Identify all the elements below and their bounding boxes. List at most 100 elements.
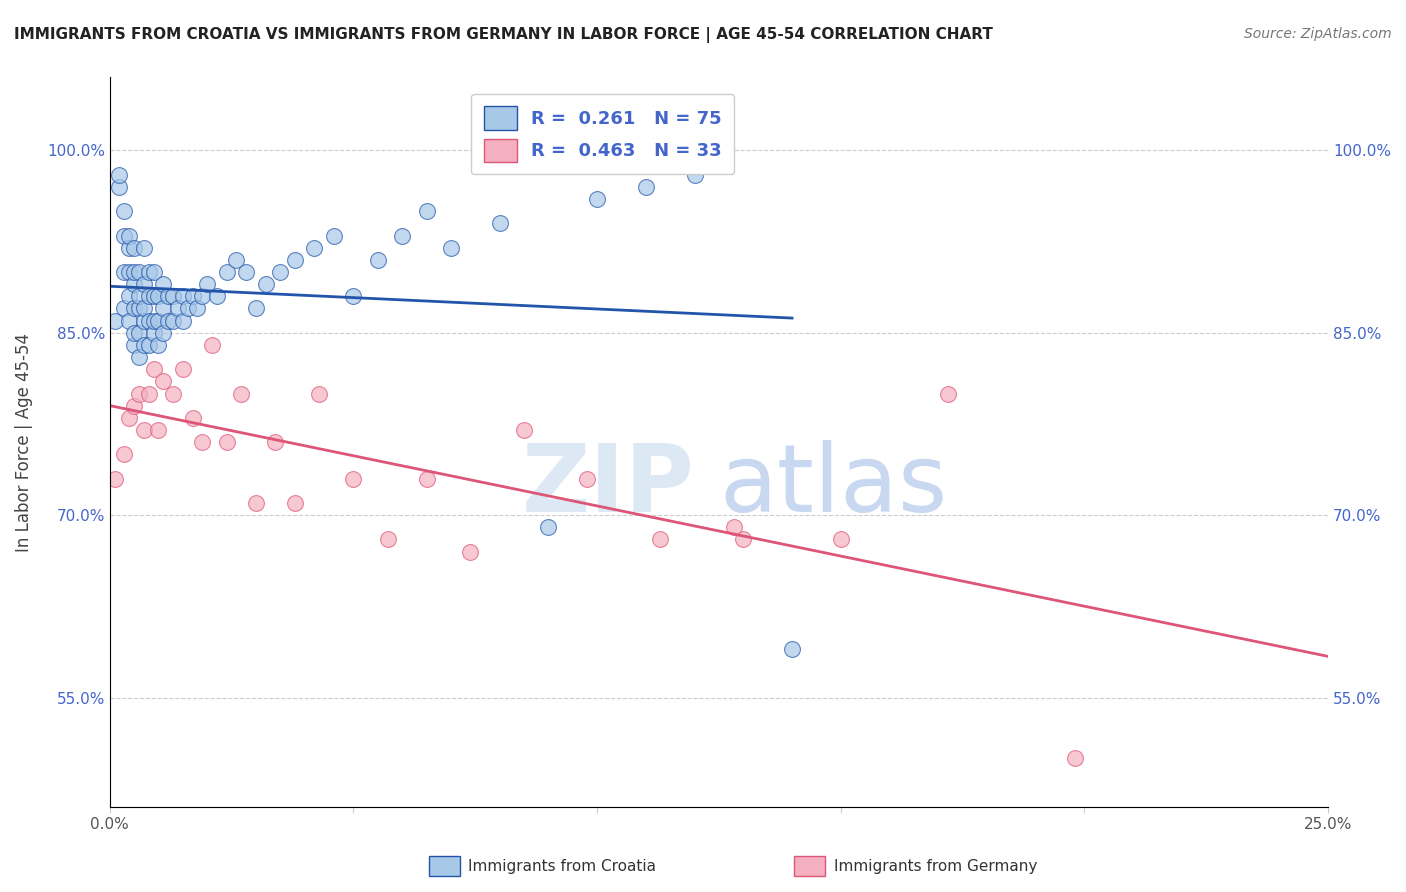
Point (733, 533, 755, 547)
Point (142, 362, 165, 376)
Point (148, 289, 170, 303)
Point (142, 265, 165, 279)
Text: Source: ZipAtlas.com: Source: ZipAtlas.com (1244, 27, 1392, 41)
Point (132, 338, 155, 352)
Text: Immigrants from Croatia: Immigrants from Croatia (468, 859, 657, 873)
Point (245, 301, 267, 316)
Point (177, 301, 200, 316)
Text: Immigrants from Germany: Immigrants from Germany (834, 859, 1038, 873)
Point (128, 386, 150, 401)
Point (142, 289, 165, 303)
Y-axis label: In Labor Force | Age 45-54: In Labor Force | Age 45-54 (15, 333, 32, 552)
Point (172, 313, 194, 327)
Point (142, 326, 165, 340)
Point (128, 301, 150, 316)
Point (152, 375, 174, 389)
Point (323, 228, 346, 243)
Point (138, 386, 160, 401)
Point (118, 410, 141, 425)
Point (488, 216, 510, 230)
Point (191, 435, 214, 450)
Point (780, 641, 803, 656)
Point (342, 289, 364, 303)
Point (152, 277, 174, 292)
Point (245, 496, 267, 510)
Point (128, 326, 150, 340)
Point (172, 289, 194, 303)
Point (415, 472, 437, 486)
Point (231, 386, 253, 401)
Point (122, 301, 145, 316)
Point (537, 520, 560, 534)
Point (132, 313, 155, 327)
Point (162, 313, 184, 327)
Point (148, 338, 170, 352)
Point (162, 289, 184, 303)
Point (108, 179, 131, 194)
Point (157, 313, 180, 327)
Point (634, 179, 657, 194)
Text: ZIP: ZIP (522, 440, 695, 532)
Point (118, 241, 141, 255)
Point (112, 447, 135, 461)
Point (205, 289, 228, 303)
Point (122, 338, 145, 352)
FancyBboxPatch shape (429, 856, 460, 876)
Point (195, 277, 218, 292)
Point (576, 472, 599, 486)
Point (118, 228, 141, 243)
Point (112, 204, 135, 219)
Point (377, 533, 399, 547)
Point (391, 228, 413, 243)
Point (118, 313, 141, 327)
Point (122, 265, 145, 279)
Point (112, 301, 135, 316)
Point (367, 252, 389, 267)
Point (122, 277, 145, 292)
Point (191, 289, 214, 303)
FancyBboxPatch shape (794, 856, 825, 876)
Point (138, 313, 160, 327)
Point (122, 399, 145, 413)
Point (936, 386, 959, 401)
Point (167, 301, 190, 316)
Point (284, 252, 307, 267)
Legend: R =  0.261   N = 75, R =  0.463   N = 33: R = 0.261 N = 75, R = 0.463 N = 33 (471, 94, 734, 175)
Point (104, 472, 127, 486)
Point (215, 435, 238, 450)
Point (128, 289, 150, 303)
Point (112, 265, 135, 279)
Text: IMMIGRANTS FROM CROATIA VS IMMIGRANTS FROM GERMANY IN LABOR FORCE | AGE 45-54 CO: IMMIGRANTS FROM CROATIA VS IMMIGRANTS FR… (14, 27, 993, 43)
Point (122, 241, 145, 255)
Point (254, 277, 277, 292)
Point (586, 192, 609, 206)
Point (683, 168, 706, 182)
Point (138, 338, 160, 352)
Point (132, 423, 155, 437)
Text: atlas: atlas (718, 440, 948, 532)
Point (148, 423, 170, 437)
Point (128, 265, 150, 279)
Point (201, 338, 224, 352)
Point (108, 168, 131, 182)
Point (284, 496, 307, 510)
Point (342, 472, 364, 486)
Point (264, 435, 287, 450)
Point (132, 301, 155, 316)
Point (304, 241, 326, 255)
Point (460, 544, 482, 558)
Point (186, 301, 208, 316)
Point (181, 410, 204, 425)
Point (142, 313, 165, 327)
Point (152, 326, 174, 340)
Point (132, 241, 155, 255)
Point (132, 277, 155, 292)
Point (830, 533, 852, 547)
Point (215, 265, 238, 279)
Point (308, 386, 330, 401)
Point (1063, 751, 1085, 765)
Point (118, 265, 141, 279)
Point (723, 520, 745, 534)
Point (112, 228, 135, 243)
Point (138, 265, 160, 279)
